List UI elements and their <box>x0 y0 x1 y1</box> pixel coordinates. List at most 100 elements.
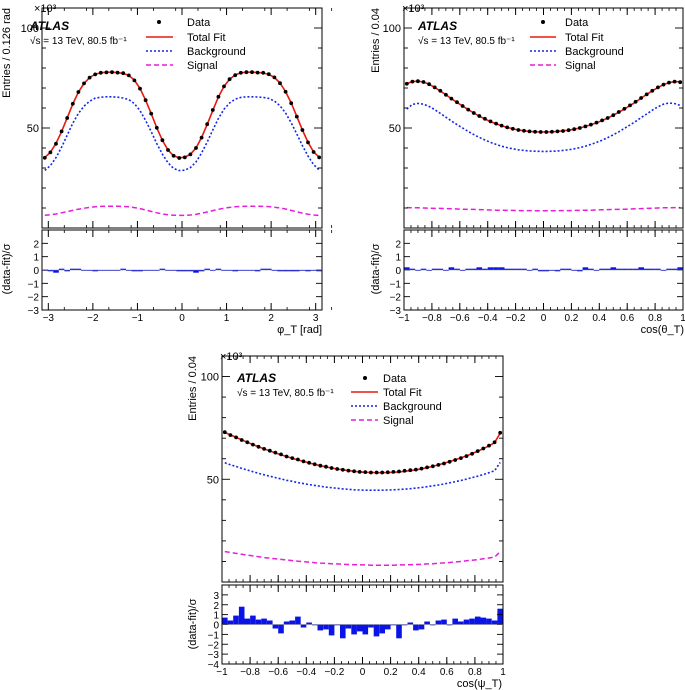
phi-residual-bar <box>294 270 300 272</box>
costheta-residual-bar <box>532 268 538 270</box>
cospsi-residual-bar <box>458 621 464 625</box>
costheta-x-tick-label: −0.4 <box>478 313 498 324</box>
phi-residual-bar <box>114 270 121 271</box>
cospsi-residual-bar <box>244 618 251 625</box>
phi-data-point <box>233 73 238 78</box>
phi-residual-bar <box>226 270 233 271</box>
phi-y-axis-label: Entries / 0.126 rad <box>1 8 13 98</box>
phi-residual-bar <box>70 268 76 270</box>
cospsi-data-point <box>267 448 272 453</box>
phi-data-point <box>166 148 170 152</box>
costheta-data-point <box>633 99 638 104</box>
costheta-ratio-y-tick-label: −2 <box>390 293 402 304</box>
phi-residual-bar <box>120 268 126 270</box>
cospsi-data-point <box>346 468 351 473</box>
cospsi-background-line <box>224 461 501 492</box>
cospsi-x-tick-label: −1 <box>216 667 228 678</box>
costheta-data-point <box>460 104 465 108</box>
phi-data-point <box>250 70 254 75</box>
phi-data-point <box>59 129 64 134</box>
phi-residual-bar <box>288 270 294 272</box>
costheta-residual-bar <box>448 267 455 270</box>
cospsi-legend-signal: Signal <box>383 415 414 427</box>
phi-residual-bar <box>204 268 210 270</box>
cospsi-y-tick-label: 50 <box>207 474 219 486</box>
cospsi-data-point <box>481 446 486 451</box>
cospsi-data-point <box>329 466 334 470</box>
cospsi-legend-background: Background <box>383 401 442 413</box>
phi-x-tick-label: 0 <box>179 313 185 324</box>
cospsi-y-axis-label: Entries / 0.04 <box>187 356 199 421</box>
cospsi-data-point <box>380 470 385 475</box>
phi-data-point <box>110 70 114 75</box>
phi-data-point <box>266 72 271 77</box>
phi-residual-bar <box>92 270 98 272</box>
costheta-ratio-y-tick-label: 0 <box>395 266 401 277</box>
phi-data-point <box>98 70 103 75</box>
phi-data-point <box>76 90 81 94</box>
cospsi-legend-data: Data <box>383 373 407 385</box>
phi-data-point <box>54 141 58 146</box>
cospsi-data-point <box>318 463 323 468</box>
cospsi-ratio-y-tick-label: 2 <box>213 601 219 612</box>
cospsi-data-point <box>430 464 435 469</box>
cospsi-ratio-y-tick-label: −2 <box>208 640 220 651</box>
phi-y-tick-label: 100 <box>21 23 39 35</box>
costheta-data-point <box>577 126 582 130</box>
phi-residual-bar <box>215 268 222 270</box>
costheta-data-point <box>533 129 537 134</box>
cospsi-data-point <box>301 459 306 464</box>
phi-data-point <box>126 73 131 78</box>
phi-data-point <box>194 146 198 150</box>
costheta-residual-bar <box>537 270 544 272</box>
cospsi-residual-bar <box>368 624 374 628</box>
cospsi-ratio-plot <box>222 606 503 639</box>
phi-residual-bar <box>299 270 306 271</box>
phi-ratio-y-axis-label: (data-fit)/σ <box>1 243 13 294</box>
costheta-data-point <box>644 92 649 97</box>
costheta-data-point <box>583 124 588 129</box>
cospsi-residual-bar <box>267 620 273 625</box>
cospsi-residual-bar <box>379 624 385 634</box>
costheta-data-point <box>527 129 532 134</box>
phi-signal-line <box>44 205 320 217</box>
cospsi-residual-bar <box>300 624 307 628</box>
phi-residual-bar <box>58 268 65 270</box>
cospsi-residual-bar <box>283 621 290 625</box>
phi-data-point <box>42 155 47 160</box>
cospsi-data-point <box>228 433 233 437</box>
phi-legend-signal: Signal <box>187 60 218 72</box>
costheta-data-point <box>494 121 498 126</box>
costheta-x-axis-label: cos(θ_T) <box>641 324 684 336</box>
phi-legend: ATLAS √s = 13 TeV, 80.5 fb⁻¹ Data Total … <box>29 17 246 72</box>
phi-data-point <box>210 108 215 112</box>
cospsi-x-tick-label: −0.4 <box>296 667 316 678</box>
costheta-residual-bar <box>671 268 678 270</box>
cospsi-ratio-y-tick-label: −4 <box>208 660 220 671</box>
cospsi-ratio-y-tick-label: 0 <box>213 621 219 632</box>
costheta-x-tick-label: 0.2 <box>564 313 578 324</box>
costheta-residual-bar <box>616 268 622 270</box>
phi-residual-bar <box>75 268 82 270</box>
cospsi-x-axis-label: cos(ψ_T) <box>457 678 502 690</box>
cospsi-data-point <box>363 470 368 474</box>
phi-data-point <box>199 135 204 140</box>
costheta-ratio-y-tick-label: −1 <box>390 279 402 290</box>
cospsi-data-point <box>251 442 255 447</box>
costheta-x-tick-label: 0 <box>541 313 547 324</box>
costheta-x-tick-label: 0.8 <box>648 313 662 324</box>
costheta-residual-bar <box>571 270 577 271</box>
cospsi-energy-label: √s = 13 TeV, 80.5 fb⁻¹ <box>237 387 334 399</box>
costheta-ratio-y-tick-label: −3 <box>390 306 402 317</box>
cospsi-residual-bar <box>227 620 234 625</box>
phi-residual-bar <box>238 270 244 271</box>
costheta-residual-bar <box>627 268 633 270</box>
cospsi-residual-bar <box>362 624 369 635</box>
costheta-data-point <box>572 127 577 132</box>
phi-residual-bar <box>47 270 54 272</box>
costheta-data-point <box>522 128 526 133</box>
phi-background-line <box>44 96 320 172</box>
costheta-data-point <box>477 114 482 118</box>
costheta-data-point <box>538 130 543 134</box>
phi-data-point <box>138 86 142 91</box>
